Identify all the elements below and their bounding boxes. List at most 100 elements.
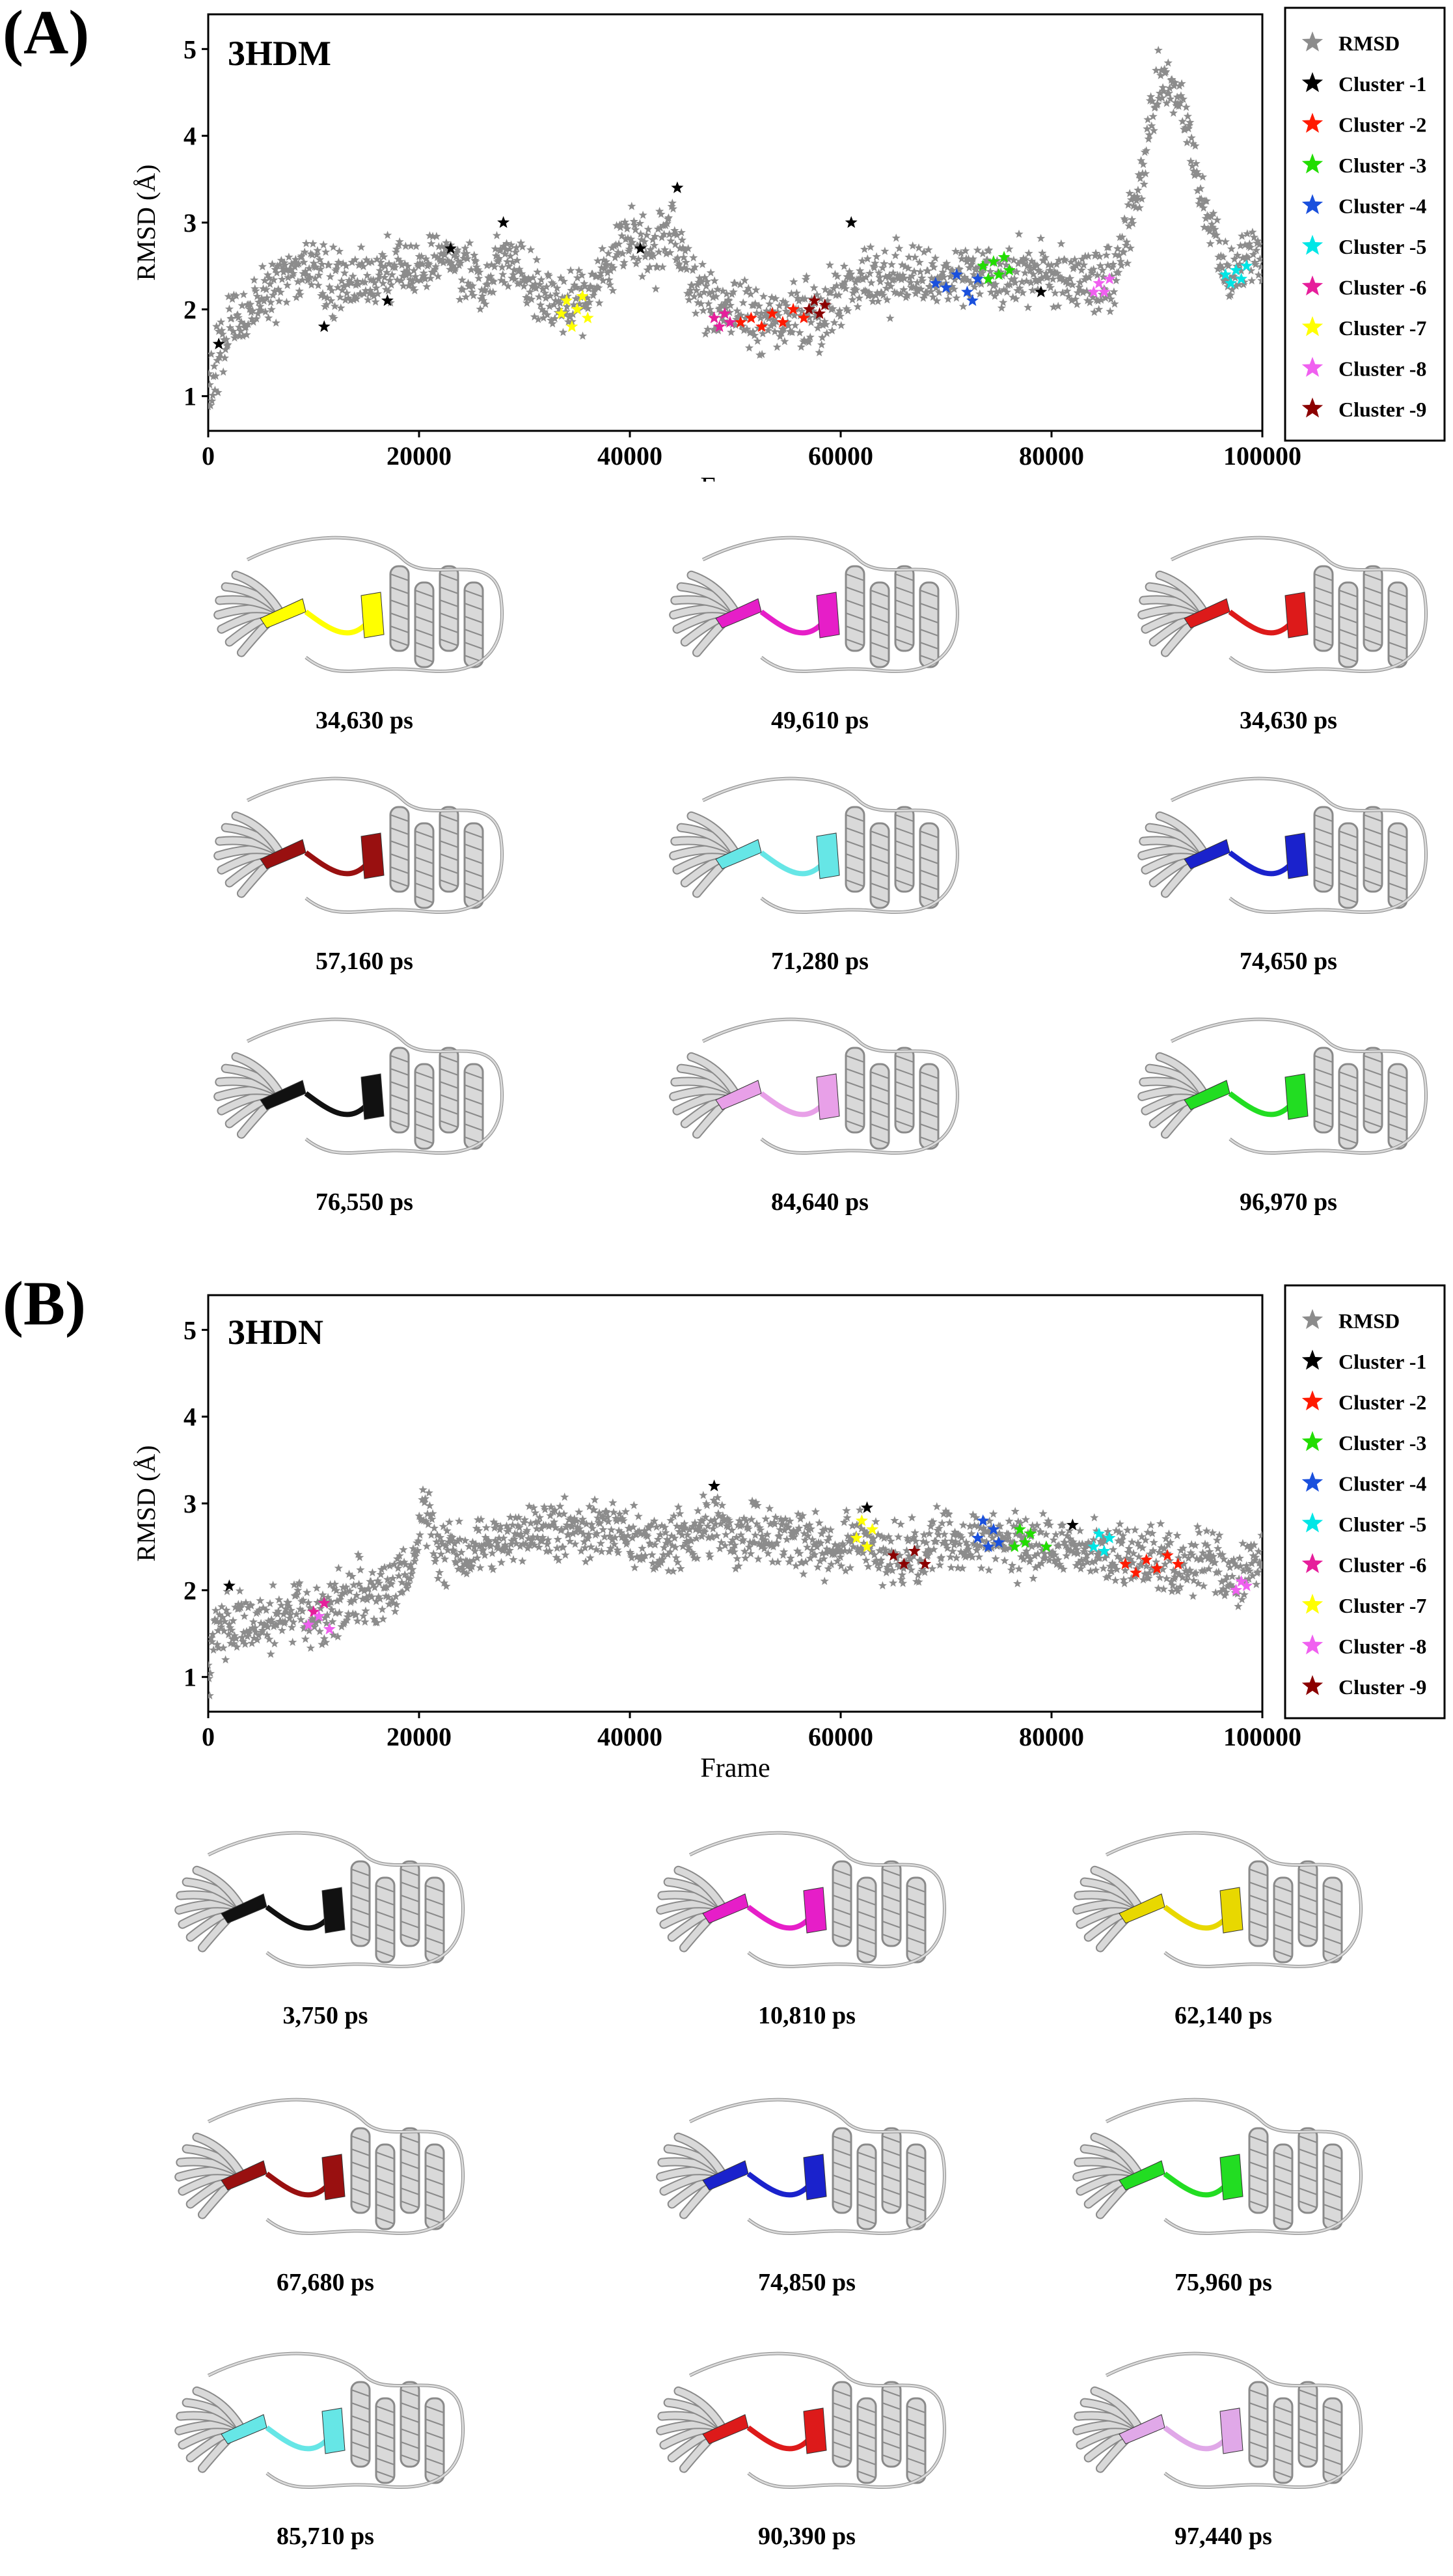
- cluster-point: [1171, 1557, 1184, 1570]
- cluster-point: [1224, 277, 1237, 289]
- legend-swatch: [1301, 31, 1324, 51]
- structure-caption: 85,710 ps: [277, 2523, 374, 2550]
- legend-label: Cluster -3: [1338, 154, 1426, 177]
- legend-label: RMSD: [1338, 1309, 1400, 1332]
- cluster-point: [819, 298, 832, 310]
- cluster-point: [977, 1514, 990, 1526]
- cluster-point: [1103, 272, 1116, 284]
- cluster-point: [1150, 1562, 1163, 1574]
- protein-structure-image: [174, 2098, 465, 2235]
- legend-label: Cluster -8: [1338, 1634, 1426, 1658]
- plot-frame: [207, 1294, 1264, 1713]
- legend-swatch: [1301, 1634, 1324, 1654]
- cluster-point: [1024, 1527, 1037, 1539]
- legend-swatch: [1301, 1390, 1324, 1410]
- cluster-point: [966, 294, 979, 307]
- legend-swatch: [1301, 1675, 1324, 1695]
- y-tick-label: 5: [183, 34, 197, 64]
- cluster-point: [992, 268, 1005, 281]
- structure-caption: 67,680 ps: [277, 2269, 374, 2296]
- rmsd-chart-3hdm: 3HDM 0 20000 40000 60000 80000 100000 1 2 3 4 5 Fram…: [131, 7, 1446, 482]
- cluster-point: [850, 1531, 863, 1544]
- cluster-point: [987, 255, 1000, 267]
- legend-swatch: [1301, 357, 1324, 377]
- cluster-point: [1235, 272, 1248, 284]
- x-tick-label: 20000: [387, 441, 452, 471]
- cluster-point: [323, 1623, 336, 1635]
- panel-b-label: (B): [3, 1268, 86, 1338]
- y-tick-label: 4: [183, 1403, 197, 1432]
- rmsd-series: [208, 1479, 1262, 1700]
- cluster-point: [497, 216, 510, 228]
- legend-swatch: [1301, 234, 1324, 255]
- cluster-point: [987, 1523, 1000, 1535]
- x-tick-label: 60000: [808, 1722, 873, 1751]
- cluster-point: [223, 1579, 236, 1591]
- legend-label: Cluster -7: [1338, 316, 1426, 340]
- x-tick-label: 0: [202, 1722, 215, 1751]
- cluster-point: [861, 1540, 873, 1552]
- y-tick-label: 1: [183, 382, 197, 411]
- structure-caption: 76,550 ps: [316, 1188, 413, 1216]
- legend-label: RMSD: [1338, 31, 1400, 55]
- structure-caption: 62,140 ps: [1175, 2002, 1272, 2029]
- cluster-point: [940, 281, 953, 294]
- cluster-point: [982, 1540, 995, 1552]
- y-tick-label: 3: [183, 1489, 197, 1518]
- structure-caption: 10,810 ps: [758, 2002, 856, 2029]
- structure-caption: 34,630 ps: [1240, 707, 1337, 734]
- legend-label: Cluster -6: [1338, 275, 1426, 299]
- cluster-point: [1013, 1523, 1026, 1535]
- cluster-point: [887, 1549, 900, 1561]
- cluster-point: [571, 303, 584, 315]
- structure-caption: 57,160 ps: [316, 948, 413, 975]
- cluster-point: [312, 1610, 325, 1622]
- y-tick-label: 1: [183, 1663, 197, 1692]
- protein-structure-image: [669, 1017, 959, 1155]
- x-tick-label: 40000: [597, 1722, 662, 1751]
- cluster-point: [1098, 285, 1111, 297]
- legend-swatch: [1301, 1553, 1324, 1573]
- cluster-point: [724, 316, 737, 328]
- chart-title: 3HDN: [228, 1313, 323, 1352]
- protein-structure-image: [213, 536, 504, 673]
- protein-structure-image: [1072, 2351, 1363, 2489]
- x-tick-label: 60000: [808, 441, 873, 471]
- rmsd-series: [208, 46, 1262, 411]
- cluster-point: [1035, 285, 1048, 297]
- structure-caption: 3,750 ps: [282, 2002, 368, 2029]
- legend-label: Cluster -8: [1338, 357, 1426, 380]
- plot-frame: [207, 13, 1264, 432]
- legend-label: Cluster -1: [1338, 1350, 1426, 1373]
- structure-caption: 71,280 ps: [771, 948, 869, 975]
- protein-structure-image: [1137, 776, 1428, 914]
- cluster-point: [718, 307, 731, 320]
- cluster-point: [708, 311, 721, 323]
- cluster-point: [1093, 277, 1106, 289]
- cluster-point: [929, 277, 942, 289]
- y-tick-label: 2: [183, 295, 197, 324]
- legend-label: Cluster -5: [1338, 1513, 1426, 1536]
- cluster-point: [1240, 1579, 1253, 1591]
- x-axis-label: Frame: [700, 473, 770, 482]
- structure-caption: 97,440 ps: [1175, 2523, 1272, 2550]
- x-tick-label: 100000: [1223, 1722, 1301, 1751]
- legend-label: Cluster -5: [1338, 235, 1426, 258]
- legend-swatch: [1301, 1431, 1324, 1451]
- cluster-point: [734, 316, 747, 328]
- legend-swatch: [1301, 153, 1324, 174]
- legend-swatch: [1301, 1512, 1324, 1533]
- protein-structure-image: [213, 776, 504, 914]
- cluster-point: [950, 268, 963, 281]
- cluster-point: [1093, 1527, 1106, 1539]
- cluster-point: [307, 1605, 320, 1617]
- legend-label: Cluster -2: [1338, 1390, 1426, 1414]
- y-tick-label: 3: [183, 208, 197, 238]
- legend-swatch: [1301, 72, 1324, 92]
- structure-caption: 74,650 ps: [1240, 948, 1337, 975]
- structure-caption: 75,960 ps: [1175, 2269, 1272, 2296]
- cluster-point: [808, 294, 821, 307]
- protein-structure-image: [1137, 1017, 1428, 1155]
- cluster-point: [776, 316, 789, 328]
- protein-structure-image: [656, 2351, 946, 2489]
